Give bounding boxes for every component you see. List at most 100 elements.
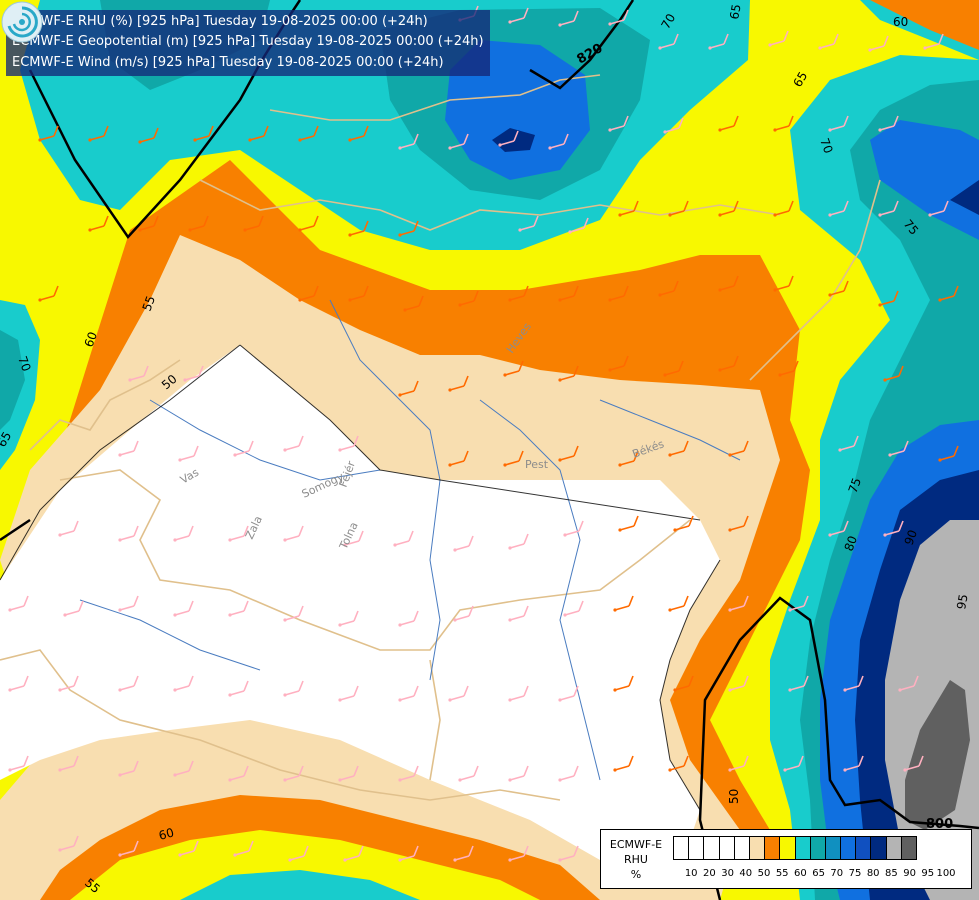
wind-station-dot: [508, 20, 512, 24]
wind-barb: [729, 755, 749, 771]
legend-tick-label: 55: [775, 868, 789, 879]
wind-barb: [879, 115, 899, 131]
wind-barb: [454, 605, 474, 621]
legend-swatch: [794, 836, 811, 860]
wind-station-dot: [128, 378, 132, 382]
wind-station-dot: [608, 368, 612, 372]
rhu-band-cyan-south: [180, 870, 420, 900]
wind-barb: [399, 685, 419, 701]
legend-tick-label: 75: [848, 868, 862, 879]
rivers: [79, 299, 741, 781]
wind-station-dot: [718, 368, 722, 372]
wind-barb: [59, 675, 79, 691]
wind-barb: [234, 440, 254, 456]
wind-barb: [229, 680, 249, 696]
wind-barb: [179, 840, 199, 856]
wind-station-dot: [838, 448, 842, 452]
legend-tick-label: 65: [812, 868, 825, 879]
wind-barb: [339, 685, 359, 701]
wind-barb: [879, 290, 899, 306]
wind-station-dot: [658, 46, 662, 50]
wind-barb: [399, 765, 419, 781]
wind-station-dot: [138, 140, 142, 144]
wind-station-dot: [878, 128, 882, 132]
wind-station-dot: [668, 453, 672, 457]
wind-station-dot: [898, 688, 902, 692]
legend-swatch: [673, 836, 690, 860]
legend-unit: %: [630, 868, 642, 881]
wind-station-dot: [448, 146, 452, 150]
wind-station-dot: [173, 773, 177, 777]
legend-tick-label: 85: [885, 868, 898, 879]
wind-barb: [779, 360, 799, 376]
wind-barb: [499, 130, 519, 146]
wind-station-dot: [283, 778, 287, 782]
wind-station-dot: [138, 228, 142, 232]
wind-station-dot: [173, 613, 177, 617]
title-geopotential: ECMWF-E Geopotential (m) [925 hPa] Tuesd…: [12, 34, 484, 49]
wind-barb: [404, 295, 424, 311]
wind-station-dot: [613, 688, 617, 692]
wind-station-dot: [668, 768, 672, 772]
wind-barb: [394, 530, 414, 546]
wind-station-dot: [773, 128, 777, 132]
wind-barb: [284, 680, 304, 696]
wind-station-dot: [458, 778, 462, 782]
wind-station-dot: [498, 143, 502, 147]
wind-barb: [719, 115, 739, 131]
wind-station-dot: [228, 693, 232, 697]
wind-station-dot: [728, 688, 732, 692]
legend-tick-label: 60: [794, 868, 807, 879]
legend-swatches: [673, 836, 917, 860]
wind-barb: [559, 765, 579, 781]
place-label: Pest: [525, 458, 549, 471]
wind-barb: [349, 125, 369, 141]
wind-barb: [249, 125, 269, 141]
wind-barb: [119, 525, 139, 541]
wind-station-dot: [718, 128, 722, 132]
contour-label: 75: [846, 476, 864, 495]
wind-station-dot: [348, 138, 352, 142]
wind-station-dot: [338, 778, 342, 782]
wind-barb: [904, 755, 924, 771]
wind-station-dot: [8, 768, 12, 772]
wind-barb: [559, 685, 579, 701]
wind-station-dot: [398, 698, 402, 702]
wind-barb: [614, 595, 634, 611]
wind-station-dot: [888, 453, 892, 457]
wind-station-dot: [393, 543, 397, 547]
wind-barb: [349, 220, 369, 236]
wind-station-dot: [508, 298, 512, 302]
wind-station-dot: [558, 23, 562, 27]
wind-barb: [509, 7, 529, 23]
legend-tick-label: 70: [830, 868, 844, 879]
wind-station-dot: [283, 538, 287, 542]
wind-station-dot: [518, 228, 522, 232]
wind-station-dot: [178, 853, 182, 857]
wind-station-dot: [508, 778, 512, 782]
wind-station-dot: [243, 228, 247, 232]
wind-station-dot: [173, 538, 177, 542]
wind-barb: [119, 675, 139, 691]
wind-barb: [399, 845, 419, 861]
wind-barb: [119, 440, 139, 456]
wind-station-dot: [453, 548, 457, 552]
wind-barb: [89, 215, 109, 231]
wind-station-dot: [448, 463, 452, 467]
wind-barb: [884, 520, 904, 536]
wind-barb: [729, 515, 749, 531]
wind-barb: [509, 765, 529, 781]
wind-station-dot: [403, 308, 407, 312]
wind-barb: [59, 755, 79, 771]
wind-station-dot: [883, 533, 887, 537]
wind-station-dot: [558, 698, 562, 702]
wind-barb: [299, 125, 319, 141]
wind-barb: [819, 33, 839, 49]
wind-station-dot: [828, 128, 832, 132]
legend-swatch: [703, 836, 720, 860]
wind-station-dot: [938, 458, 942, 462]
legend-swatch: [764, 836, 781, 860]
wind-barb: [769, 30, 789, 46]
wind-barb: [674, 515, 694, 531]
